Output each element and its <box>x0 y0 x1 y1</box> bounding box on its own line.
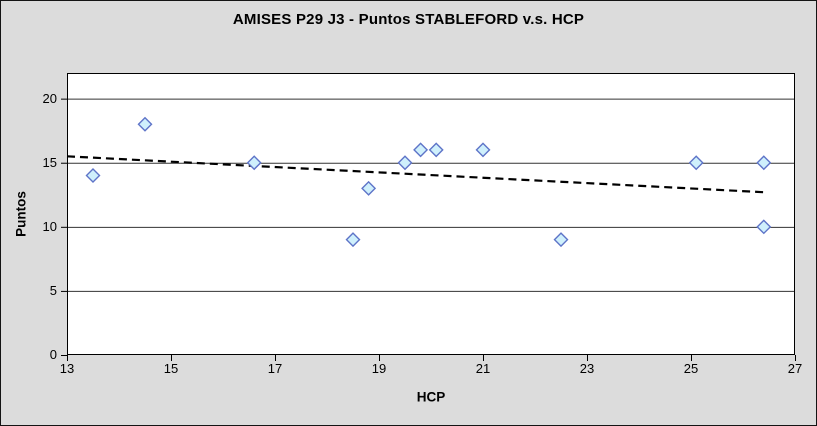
data-point-marker <box>688 155 704 171</box>
y-axis-tick-label: 5 <box>49 282 57 298</box>
data-point-marker <box>85 168 101 184</box>
x-axis-tick-label: 13 <box>59 361 75 376</box>
y-axis-tick-label: 15 <box>42 154 57 170</box>
x-axis-tick-label: 27 <box>787 361 803 376</box>
data-point-marker <box>413 142 429 158</box>
y-axis-title: Puntos <box>13 191 29 237</box>
x-axis-tick-label: 25 <box>683 361 699 376</box>
x-axis-tick-label: 17 <box>267 361 283 376</box>
x-axis-tick-label: 23 <box>579 361 595 376</box>
data-point-marker <box>553 232 569 248</box>
data-point-marker <box>475 142 491 158</box>
data-point-marker <box>246 155 262 171</box>
x-axis-title: HCP <box>416 389 446 405</box>
x-axis-tick-label: 19 <box>371 361 387 376</box>
data-point-marker <box>137 116 153 132</box>
y-axis-tick-label: 0 <box>49 347 57 362</box>
plot-area <box>61 73 796 361</box>
x-axis-tick-label: 15 <box>163 361 179 376</box>
data-point-marker <box>428 142 444 158</box>
data-point-marker <box>756 155 772 171</box>
data-point-marker <box>756 219 772 235</box>
chart-title: AMISES P29 J3 - Puntos STABLEFORD v.s. H… <box>232 11 585 28</box>
y-axis-tick-label: 10 <box>42 218 57 234</box>
y-axis-tick-label: 20 <box>42 90 57 106</box>
data-point-marker <box>397 155 413 171</box>
data-point-marker <box>361 180 377 196</box>
x-axis-tick-label: 21 <box>475 361 491 376</box>
plot-border <box>67 73 795 355</box>
trendline <box>66 155 764 194</box>
data-point-marker <box>345 232 361 248</box>
scatter-plot-canvas <box>61 73 796 361</box>
